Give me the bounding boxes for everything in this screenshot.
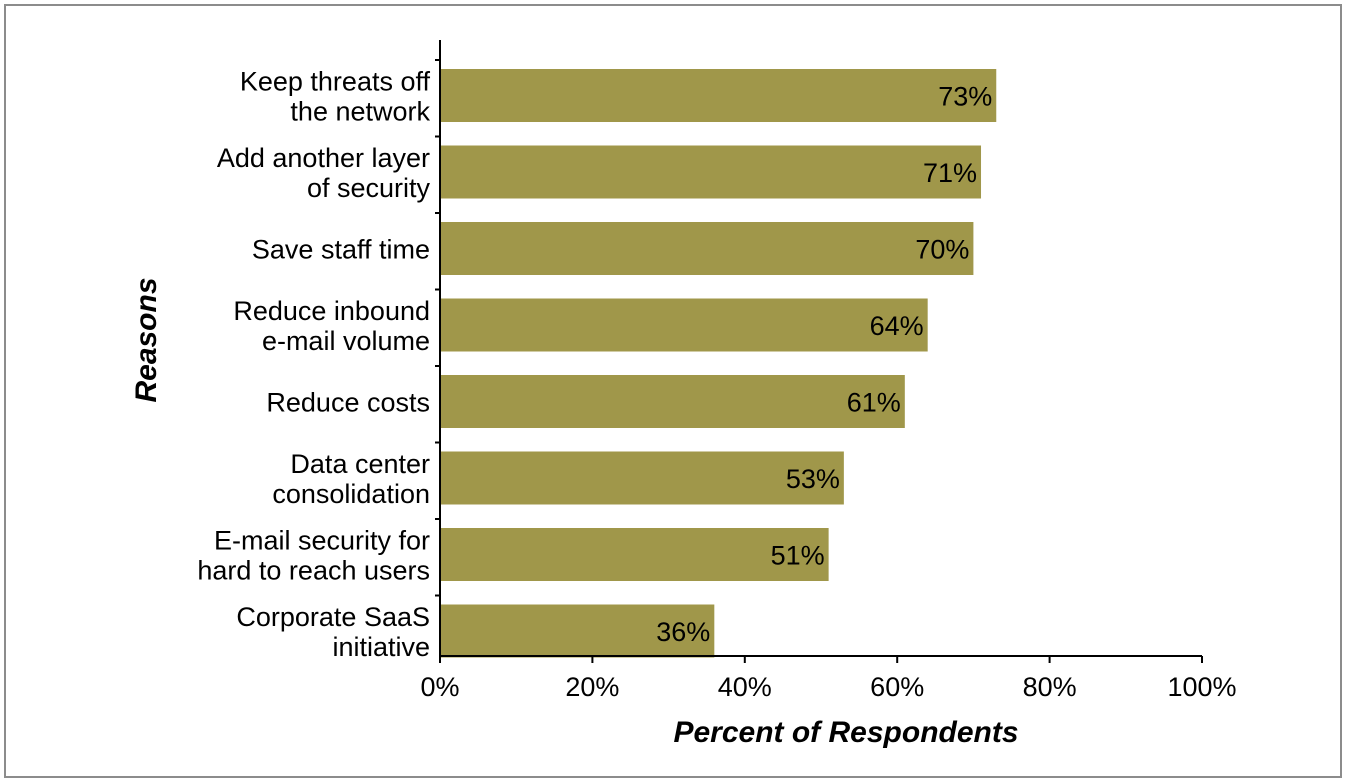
category-label: Reduce inbound — [233, 296, 430, 326]
data-label: 71% — [923, 158, 977, 188]
axes-group — [435, 40, 1202, 657]
data-label: 70% — [915, 235, 969, 265]
category-label: the network — [290, 97, 430, 127]
x-tick-label: 0% — [420, 672, 459, 702]
data-label: 61% — [847, 388, 901, 418]
data-label: 36% — [656, 617, 710, 647]
bar — [440, 69, 997, 122]
category-label: Reduce costs — [266, 388, 430, 418]
bar — [440, 604, 715, 658]
category-label: consolidation — [272, 479, 430, 509]
category-label: initiative — [332, 632, 430, 662]
bar — [440, 451, 844, 505]
category-label: hard to reach users — [197, 556, 430, 586]
category-label: of security — [307, 173, 431, 203]
x-tick-label: 20% — [565, 672, 619, 702]
bar — [440, 298, 928, 352]
category-label: Add another layer — [217, 143, 430, 173]
category-label: Corporate SaaS — [236, 602, 430, 632]
y-axis-title: Reasons — [130, 277, 163, 402]
category-label: Data center — [290, 449, 430, 479]
x-tick-label: 80% — [1023, 672, 1077, 702]
x-ticks-group: 0% 20% 40% 60% 80% 100% — [420, 656, 1237, 702]
data-label: 73% — [938, 82, 992, 112]
bar — [440, 145, 982, 199]
category-label: Save staff time — [252, 235, 430, 265]
data-label: 51% — [771, 541, 825, 571]
x-tick-label: 100% — [1167, 672, 1236, 702]
x-tick-label: 40% — [718, 672, 772, 702]
category-label: e-mail volume — [262, 326, 430, 356]
x-axis-title: Percent of Respondents — [673, 716, 1018, 749]
data-label: 53% — [786, 464, 840, 494]
data-label: 64% — [870, 311, 924, 341]
x-tick-label: 60% — [870, 672, 924, 702]
category-label: Keep threats off — [240, 67, 431, 97]
data-labels-group: 73% 71% 70% 64% 61% 53% 51% 36% — [656, 82, 992, 648]
bars-group — [440, 69, 997, 658]
bar — [440, 528, 829, 581]
bar — [440, 375, 905, 428]
category-label: E-mail security for — [214, 526, 430, 556]
bar — [440, 222, 974, 275]
